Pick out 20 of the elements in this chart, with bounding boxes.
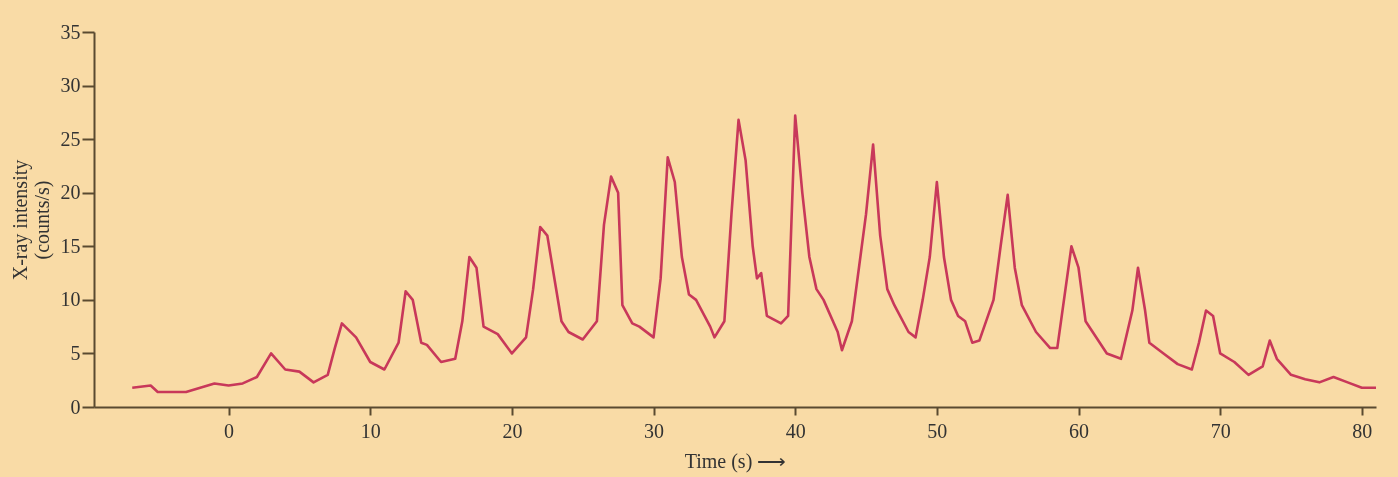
x-tick-label: 70	[1210, 419, 1231, 442]
y-tick-label: 20	[60, 181, 81, 204]
y-axis-title: X-ray intensity (counts/s)	[8, 159, 54, 281]
x-tick-label: 0	[224, 419, 235, 442]
x-tick-label: 30	[644, 419, 665, 442]
y-tick-label: 5	[70, 341, 81, 364]
line-series	[130, 114, 1378, 394]
x-tick-label: 80	[1352, 419, 1373, 442]
y-tick-label: 10	[60, 288, 81, 311]
x-axis-title: Time (s) ⟶	[684, 449, 787, 473]
y-tick-label: 35	[60, 20, 81, 43]
y-tick-label: 30	[60, 74, 81, 97]
y-tick-label: 15	[60, 234, 81, 257]
x-tick-label: 10	[360, 419, 381, 442]
y-tick-label: 0	[70, 395, 81, 418]
x-tick-label: 60	[1069, 419, 1090, 442]
y-tick-label: 25	[60, 127, 81, 150]
x-tick-label: 20	[502, 419, 523, 442]
x-tick-label: 40	[785, 419, 806, 442]
x-tick-label: 50	[927, 419, 948, 442]
